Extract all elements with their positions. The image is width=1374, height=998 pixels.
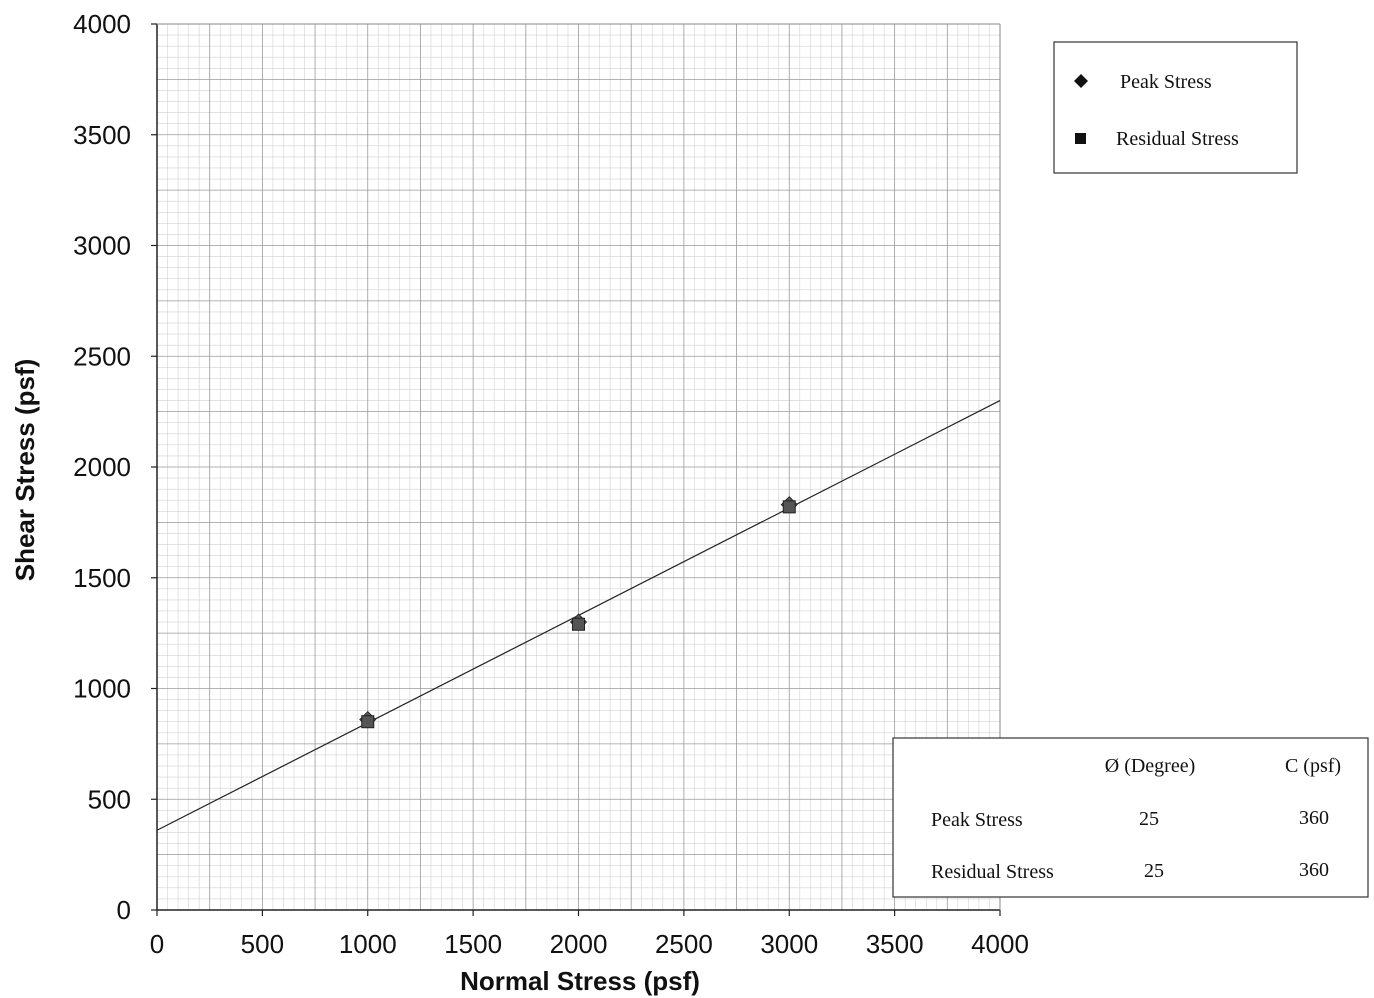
legend-square-marker	[1075, 133, 1086, 144]
summary-table-box	[892, 737, 1369, 898]
x-tick-label: 0	[150, 929, 164, 959]
y-tick-label: 500	[88, 784, 131, 814]
x-tick-label: 3000	[760, 929, 818, 959]
y-tick-label: 2000	[73, 452, 131, 482]
legend: Peak Stress Residual Stress	[1053, 41, 1298, 174]
x-tick-label: 2500	[655, 929, 713, 959]
y-tick-label: 4000	[73, 9, 131, 39]
data-points	[359, 496, 798, 729]
table-cell-residual-c: 360	[1299, 859, 1329, 881]
x-tick-label: 500	[241, 929, 284, 959]
y-tick-label: 3000	[73, 231, 131, 261]
table-cell-peak-c: 360	[1299, 807, 1329, 829]
y-axis-title: Shear Stress (psf)	[10, 359, 40, 582]
data-point-residual	[782, 500, 796, 514]
table-row-label-peak: Peak Stress	[931, 809, 1023, 831]
y-tick-label: 3500	[73, 120, 131, 150]
table-header-c: C (psf)	[1285, 755, 1341, 777]
x-tick-label: 1500	[444, 929, 502, 959]
table-header-phi: Ø (Degree)	[1105, 755, 1196, 777]
y-tick-labels: 0 500 1000 1500 2000 2500 3000 3500 4000	[73, 9, 157, 925]
x-axis-title: Normal Stress (psf)	[460, 966, 700, 996]
legend-label-residual: Residual Stress	[1116, 128, 1239, 150]
table-row-label-residual: Residual Stress	[931, 861, 1054, 883]
y-tick-label: 1500	[73, 563, 131, 593]
y-tick-label: 0	[117, 895, 131, 925]
table-cell-peak-phi: 25	[1139, 808, 1159, 830]
x-tick-label: 1000	[339, 929, 397, 959]
summary-table: Ø (Degree) C (psf) Peak Stress 25 360 Re…	[892, 737, 1369, 898]
x-tick-labels: 0 500 1000 1500 2000 2500 3000 3500 4000	[150, 910, 1029, 959]
x-tick-label: 2000	[550, 929, 608, 959]
legend-label-peak: Peak Stress	[1120, 71, 1212, 93]
table-cell-residual-phi: 25	[1144, 860, 1164, 882]
legend-diamond-marker	[1074, 74, 1088, 88]
data-point-residual	[361, 715, 375, 729]
data-point-residual	[572, 617, 585, 631]
legend-box	[1053, 41, 1298, 174]
x-tick-label: 4000	[971, 929, 1029, 959]
y-tick-label: 1000	[73, 674, 131, 704]
x-tick-label: 3500	[866, 929, 924, 959]
y-tick-label: 2500	[73, 341, 131, 371]
